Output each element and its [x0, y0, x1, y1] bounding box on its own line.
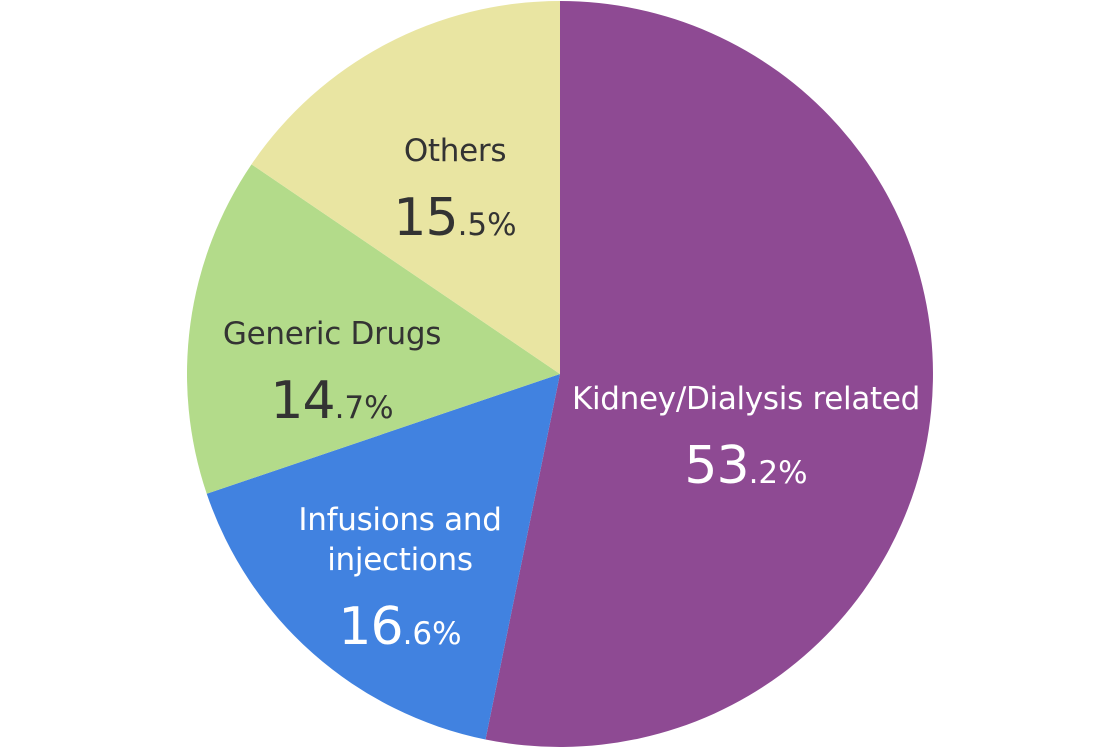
slice-name-text: injections [327, 542, 473, 578]
slice-percent-integer: 15 [393, 188, 457, 248]
slice-percent-decimal: .7% [335, 390, 394, 426]
slice-percent-decimal: .2% [749, 455, 808, 491]
slice-name-text: Infusions and [298, 502, 501, 538]
slice-percent-integer: 14 [270, 371, 334, 431]
slice-percent-decimal: .5% [458, 207, 517, 243]
slice-percent-decimal: .6% [403, 616, 462, 652]
slice-name-text: Others [404, 133, 506, 169]
slice-name-text: Kidney/Dialysis related [572, 381, 920, 417]
slice-percent-integer: 53 [684, 436, 748, 496]
slice-percent-integer: 16 [338, 597, 402, 657]
slice-name-text: Generic Drugs [223, 316, 441, 352]
